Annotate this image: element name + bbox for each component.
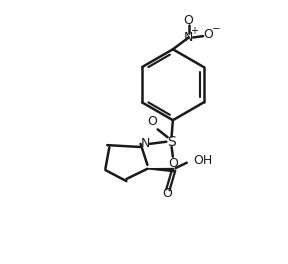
Text: O: O: [162, 187, 172, 200]
Text: OH: OH: [193, 154, 212, 167]
Text: O: O: [184, 14, 194, 27]
Text: S: S: [167, 135, 176, 149]
Text: O: O: [203, 28, 213, 41]
Text: +: +: [190, 26, 198, 36]
Text: N: N: [141, 137, 150, 150]
Text: O: O: [168, 157, 178, 170]
Text: N: N: [184, 31, 193, 44]
Polygon shape: [147, 168, 174, 172]
Text: −: −: [212, 24, 221, 34]
Text: O: O: [147, 115, 157, 128]
